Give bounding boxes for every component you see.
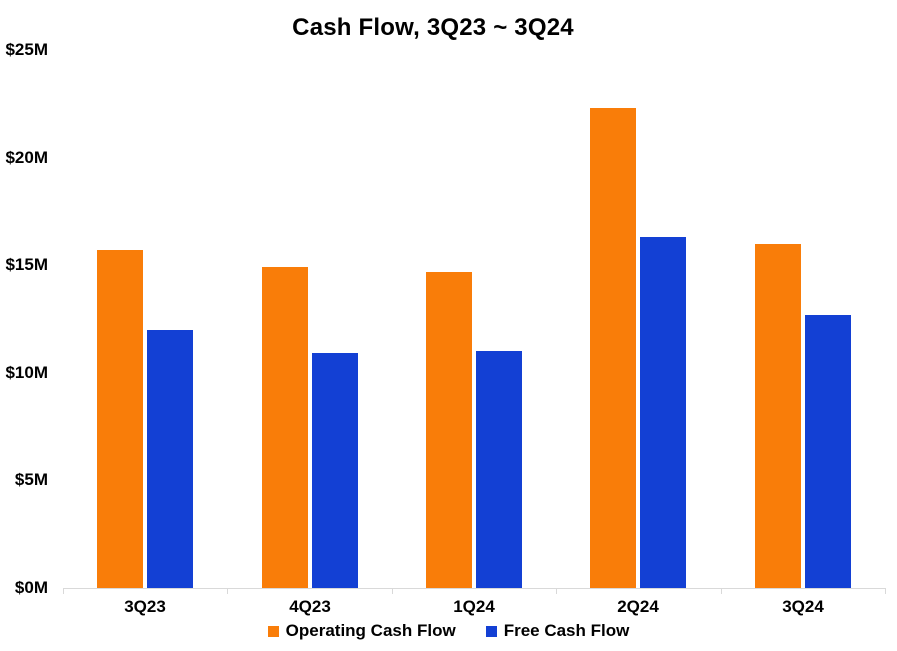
x-axis-tick — [556, 588, 557, 594]
legend-swatch-operating-cash-flow-icon — [267, 625, 279, 637]
bar-operating-cash-flow-4q23 — [262, 267, 308, 588]
x-axis-line — [63, 588, 886, 589]
legend: Operating Cash Flow Free Cash Flow — [0, 621, 897, 641]
chart-title: Cash Flow, 3Q23 ~ 3Q24 — [292, 14, 574, 41]
x-axis-label-1q24: 1Q24 — [453, 597, 495, 616]
bar-free-cash-flow-3q23 — [147, 330, 193, 588]
x-axis-label-4q23: 4Q23 — [289, 597, 331, 616]
y-axis-label-0m: $0M — [14, 578, 48, 597]
x-axis-label-3q23: 3Q23 — [124, 597, 166, 616]
bar-operating-cash-flow-2q24 — [590, 108, 636, 588]
y-axis-label-5m: $5M — [14, 470, 48, 489]
plot-area — [63, 50, 885, 588]
legend-item-operating-cash-flow: Operating Cash Flow — [267, 621, 456, 641]
x-axis-label-2q24: 2Q24 — [617, 597, 659, 616]
legend-label-free-cash-flow: Free Cash Flow — [503, 621, 630, 640]
bar-operating-cash-flow-3q24 — [755, 244, 801, 588]
bar-free-cash-flow-3q24 — [805, 315, 851, 588]
legend-item-free-cash-flow: Free Cash Flow — [485, 621, 630, 641]
x-axis-tick — [721, 588, 722, 594]
x-axis-label-3q24: 3Q24 — [782, 597, 824, 616]
x-axis-tick — [227, 588, 228, 594]
bar-free-cash-flow-1q24 — [476, 351, 522, 588]
x-axis-tick — [392, 588, 393, 594]
legend-swatch-free-cash-flow-icon — [485, 625, 497, 637]
y-axis-label-20m: $20M — [5, 148, 48, 167]
x-axis-tick — [885, 588, 886, 594]
y-axis-label-10m: $10M — [5, 363, 48, 382]
legend-label-operating-cash-flow: Operating Cash Flow — [285, 621, 456, 640]
x-axis-tick — [63, 588, 64, 594]
y-axis-label-15m: $15M — [5, 255, 48, 274]
y-axis-label-25m: $25M — [5, 40, 48, 59]
bar-free-cash-flow-4q23 — [312, 353, 358, 588]
bar-free-cash-flow-2q24 — [640, 237, 686, 588]
bar-operating-cash-flow-3q23 — [97, 250, 143, 588]
bar-operating-cash-flow-1q24 — [426, 272, 472, 588]
